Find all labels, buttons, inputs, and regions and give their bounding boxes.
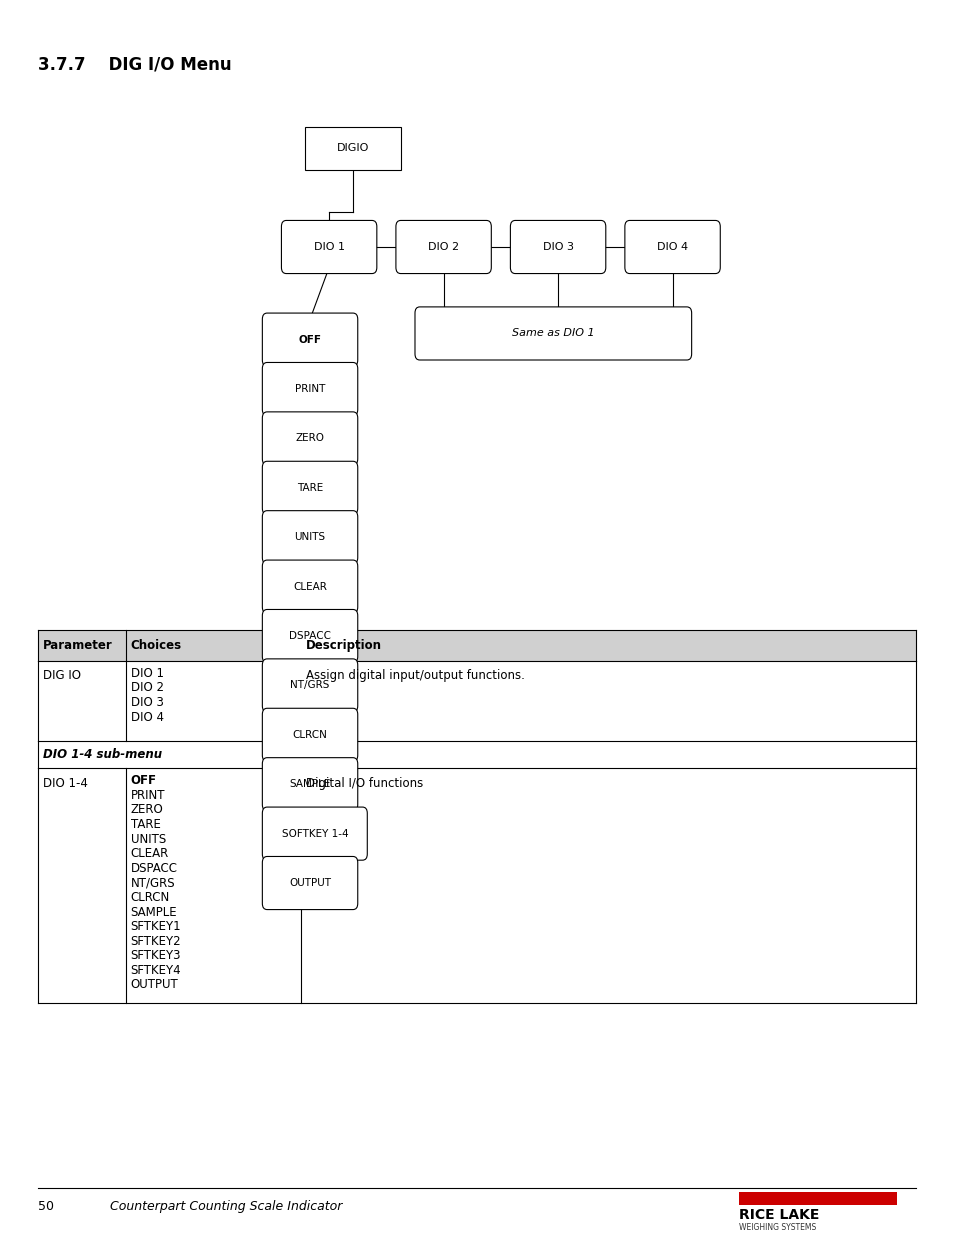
Text: Assign digital input/output functions.: Assign digital input/output functions. — [306, 669, 524, 683]
Text: DIO 2: DIO 2 — [428, 242, 458, 252]
FancyBboxPatch shape — [395, 220, 491, 273]
Text: Digital I/O functions: Digital I/O functions — [306, 777, 423, 790]
Text: OFF: OFF — [131, 774, 156, 788]
Text: 50: 50 — [38, 1200, 54, 1214]
Bar — [38, 741, 915, 768]
Text: Counterpart Counting Scale Indicator: Counterpart Counting Scale Indicator — [110, 1200, 342, 1214]
Text: DIO 4: DIO 4 — [131, 710, 164, 724]
Text: OUTPUT: OUTPUT — [131, 978, 178, 992]
FancyBboxPatch shape — [415, 306, 691, 361]
Text: DIO 3: DIO 3 — [131, 697, 163, 709]
Text: 3.7.7    DIG I/O Menu: 3.7.7 DIG I/O Menu — [38, 56, 232, 74]
Text: NT/GRS: NT/GRS — [290, 680, 330, 690]
Text: ZERO: ZERO — [131, 804, 163, 816]
FancyBboxPatch shape — [262, 411, 357, 464]
Text: UNITS: UNITS — [131, 832, 166, 846]
Text: Description: Description — [306, 638, 382, 652]
FancyBboxPatch shape — [262, 758, 357, 811]
Text: Choices: Choices — [131, 638, 182, 652]
Text: UNITS: UNITS — [294, 532, 325, 542]
Bar — [38, 630, 915, 661]
Text: OFF: OFF — [298, 335, 321, 345]
Text: PRINT: PRINT — [294, 384, 325, 394]
FancyBboxPatch shape — [262, 362, 357, 415]
Text: TARE: TARE — [131, 818, 160, 831]
Text: DIO 4: DIO 4 — [657, 242, 687, 252]
FancyBboxPatch shape — [262, 610, 357, 662]
FancyBboxPatch shape — [262, 314, 357, 366]
Text: TARE: TARE — [296, 483, 323, 493]
Text: SFTKEY4: SFTKEY4 — [131, 963, 181, 977]
Text: SAMPLE: SAMPLE — [131, 905, 177, 919]
Text: ZERO: ZERO — [295, 433, 324, 443]
FancyBboxPatch shape — [262, 808, 367, 860]
Text: Parameter: Parameter — [43, 638, 112, 652]
Text: CLRCN: CLRCN — [131, 890, 170, 904]
Text: SFTKEY3: SFTKEY3 — [131, 950, 181, 962]
FancyBboxPatch shape — [262, 461, 357, 514]
Bar — [305, 126, 400, 170]
Text: OUTPUT: OUTPUT — [289, 878, 331, 888]
FancyBboxPatch shape — [262, 511, 357, 563]
FancyBboxPatch shape — [281, 220, 376, 273]
Text: CLEAR: CLEAR — [293, 582, 327, 592]
Text: NT/GRS: NT/GRS — [131, 877, 175, 889]
Text: DIO 2: DIO 2 — [131, 682, 164, 694]
Text: DIG IO: DIG IO — [43, 669, 81, 683]
Text: SOFTKEY 1-4: SOFTKEY 1-4 — [281, 829, 348, 839]
FancyBboxPatch shape — [510, 220, 605, 273]
FancyBboxPatch shape — [624, 220, 720, 273]
Bar — [739, 1192, 896, 1205]
Text: Same as DIO 1: Same as DIO 1 — [512, 329, 594, 338]
Text: DSPACC: DSPACC — [289, 631, 331, 641]
Text: DIGIO: DIGIO — [336, 143, 369, 153]
FancyBboxPatch shape — [262, 559, 357, 613]
Text: PRINT: PRINT — [131, 789, 165, 802]
Text: DIO 3: DIO 3 — [542, 242, 573, 252]
Text: CLEAR: CLEAR — [131, 847, 169, 861]
FancyBboxPatch shape — [262, 857, 357, 909]
Text: SFTKEY2: SFTKEY2 — [131, 935, 181, 947]
Text: DIO 1-4 sub-menu: DIO 1-4 sub-menu — [43, 748, 162, 761]
Text: DIO 1: DIO 1 — [314, 242, 344, 252]
Text: RICE LAKE: RICE LAKE — [739, 1208, 819, 1221]
Text: SFTKEY1: SFTKEY1 — [131, 920, 181, 934]
Text: WEIGHING SYSTEMS: WEIGHING SYSTEMS — [739, 1223, 816, 1231]
FancyBboxPatch shape — [262, 709, 357, 761]
FancyBboxPatch shape — [262, 659, 357, 711]
Text: SAMPLE: SAMPLE — [289, 779, 331, 789]
Text: DSPACC: DSPACC — [131, 862, 177, 874]
Text: DIO 1-4: DIO 1-4 — [43, 777, 88, 790]
Text: DIO 1: DIO 1 — [131, 667, 164, 680]
Text: CLRCN: CLRCN — [293, 730, 327, 740]
